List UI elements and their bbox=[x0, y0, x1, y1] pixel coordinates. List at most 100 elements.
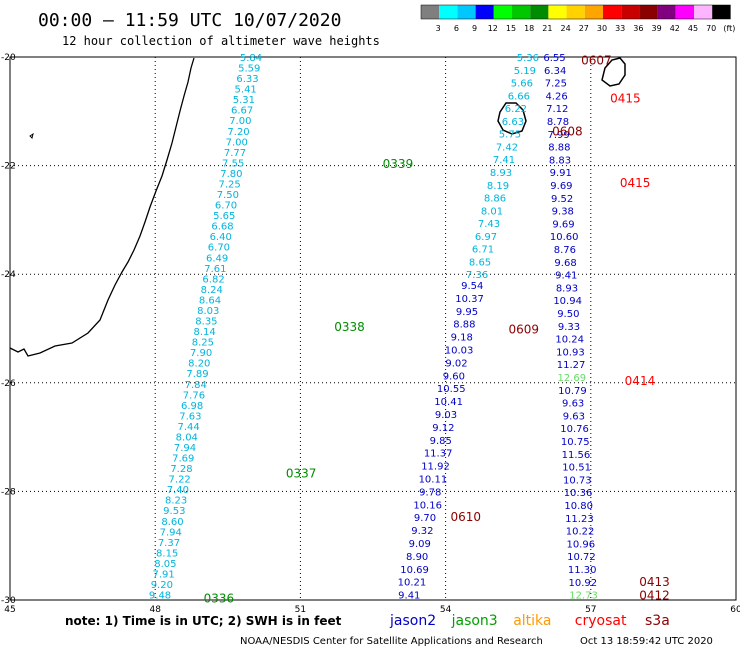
wave-height-value: 8.23 bbox=[165, 496, 187, 507]
colorbar-swatch bbox=[493, 5, 512, 19]
wave-height-value: 6.55 bbox=[543, 53, 565, 64]
wave-height-value: 7.63 bbox=[179, 411, 201, 422]
wave-height-value: 10.73 bbox=[563, 475, 592, 486]
colorbar-swatch bbox=[421, 5, 440, 19]
wave-height-value: 11.23 bbox=[565, 514, 594, 525]
wave-height-value: 9.41 bbox=[398, 591, 420, 602]
wave-height-value: 8.86 bbox=[484, 194, 506, 205]
wave-height-value: 5.66 bbox=[511, 79, 533, 90]
wave-height-value: 7.00 bbox=[226, 137, 248, 148]
colorbar-label: 21 bbox=[542, 24, 552, 33]
wave-height-value: 9.41 bbox=[555, 271, 577, 282]
wave-height-value: 7.89 bbox=[186, 369, 208, 380]
wave-height-value: 9.70 bbox=[414, 513, 436, 524]
colorbar-outline bbox=[420, 4, 731, 20]
colorbar-swatch bbox=[621, 5, 640, 19]
wave-height-value: 10.75 bbox=[561, 437, 590, 448]
wave-height-value: 10.92 bbox=[569, 578, 598, 589]
pass-number-label: 0608 bbox=[552, 124, 583, 138]
colorbar-swatch bbox=[512, 5, 531, 19]
wave-height-value: 8.25 bbox=[192, 338, 214, 349]
wave-height-value: 7.94 bbox=[174, 443, 196, 454]
wave-height-value: 7.25 bbox=[218, 179, 240, 190]
madagascar-coastline bbox=[9, 57, 195, 357]
wave-height-value: 6.71 bbox=[472, 245, 494, 256]
wave-height-value: 10.72 bbox=[567, 552, 596, 563]
wave-height-value: 9.03 bbox=[435, 410, 457, 421]
pass-number-label: 0610 bbox=[450, 510, 481, 524]
wave-height-value: 10.37 bbox=[455, 294, 484, 305]
wave-height-value: 12.69 bbox=[557, 373, 586, 384]
y-tick-label: -30 bbox=[1, 596, 16, 606]
colorbar-swatch bbox=[675, 5, 694, 19]
pass-number-label: 0413 bbox=[639, 575, 670, 589]
wave-height-value: 9.68 bbox=[554, 258, 576, 269]
colorbar-label: 39 bbox=[652, 24, 662, 33]
colorbar-label: 18 bbox=[524, 24, 534, 33]
wave-height-value: 8.03 bbox=[197, 306, 219, 317]
pass-number-label: 0412 bbox=[639, 589, 670, 603]
wave-height-value: 8.19 bbox=[487, 181, 509, 192]
wave-height-value: 9.54 bbox=[461, 281, 483, 292]
wave-height-value: 7.36 bbox=[466, 270, 488, 281]
wave-height-value: 6.40 bbox=[210, 232, 232, 243]
wave-height-value: 8.78 bbox=[547, 117, 569, 128]
colorbar-label: 30 bbox=[597, 24, 607, 33]
mission-legend-item: jason3 bbox=[451, 613, 498, 629]
wave-height-value: 5.19 bbox=[514, 66, 536, 77]
wave-height-value: 9.53 bbox=[163, 506, 185, 517]
pass-number-label: 0339 bbox=[383, 157, 414, 171]
wave-height-value: 10.79 bbox=[558, 386, 587, 397]
wave-height-value: 11.27 bbox=[557, 360, 586, 371]
colorbar-swatch bbox=[639, 5, 658, 19]
wave-height-value: 7.91 bbox=[152, 569, 174, 580]
wave-height-value: 7.90 bbox=[190, 348, 212, 359]
wave-height-value: 9.95 bbox=[456, 307, 478, 318]
wave-height-value: 7.84 bbox=[185, 380, 207, 391]
colorbar-label: 6 bbox=[454, 24, 459, 33]
wave-height-value: 5.31 bbox=[233, 95, 255, 106]
colorbar-label: 27 bbox=[579, 24, 589, 33]
y-tick-label: -22 bbox=[1, 162, 16, 172]
wave-height-value: 8.83 bbox=[549, 155, 571, 166]
axis-ticks: 45 48 51 54 57 60 -20 -22 -24 -26 -28 -30 bbox=[1, 53, 740, 615]
wave-height-value: 9.09 bbox=[409, 539, 431, 550]
wave-height-value: 9.48 bbox=[149, 591, 171, 602]
mission-legend-item: cryosat bbox=[575, 613, 627, 629]
pass-number-label: 0337 bbox=[286, 466, 317, 480]
mauritius-island bbox=[601, 57, 626, 87]
wave-height-value: 7.76 bbox=[183, 390, 205, 401]
wave-height-value: 8.15 bbox=[156, 548, 178, 559]
colorbar-swatch bbox=[603, 5, 622, 19]
pass-number-label: 0338 bbox=[334, 320, 365, 334]
colorbar-swatch bbox=[548, 5, 567, 19]
wave-height-value: 9.91 bbox=[550, 168, 572, 179]
wave-height-value: 8.65 bbox=[469, 257, 491, 268]
colorbar-label: 42 bbox=[670, 24, 680, 33]
x-tick-label: 51 bbox=[295, 605, 306, 615]
wave-height-value: 9.20 bbox=[151, 580, 173, 591]
pass-number-label: 0609 bbox=[509, 323, 540, 337]
credit-text: NOAA/NESDIS Center for Satellite Applica… bbox=[240, 636, 543, 647]
wave-height-value: 8.05 bbox=[154, 559, 176, 570]
wave-height-value: 7.00 bbox=[229, 116, 251, 127]
wave-height-value: 7.42 bbox=[496, 142, 518, 153]
wave-height-value: 12.73 bbox=[569, 591, 598, 602]
pass-number-label: 0414 bbox=[625, 374, 656, 388]
wave-height-value: 5.84 bbox=[240, 53, 262, 64]
pass-labels: 0607 0415 0608 0339 0415 0338 0609 0414 0337 0610… bbox=[204, 54, 670, 606]
wave-height-value: 8.88 bbox=[453, 320, 475, 331]
mission-legend-item: altika bbox=[513, 613, 551, 629]
lat-lon-grid bbox=[10, 57, 736, 600]
pass-number-label: 0415 bbox=[620, 176, 651, 190]
wave-height-value: 10.69 bbox=[400, 565, 429, 576]
wave-height-value: 9.63 bbox=[562, 399, 584, 410]
colorbar-swatch bbox=[566, 5, 585, 19]
y-tick-label: -28 bbox=[1, 487, 16, 497]
pass-number-label: 0607 bbox=[581, 54, 612, 68]
wave-height-value: 6.68 bbox=[211, 222, 233, 233]
colorbar-label: 36 bbox=[633, 24, 643, 33]
timestamp-text: Oct 13 18:59:42 UTC 2020 bbox=[580, 636, 713, 647]
y-tick-label: -26 bbox=[1, 379, 16, 389]
x-tick-label: 48 bbox=[149, 605, 161, 615]
